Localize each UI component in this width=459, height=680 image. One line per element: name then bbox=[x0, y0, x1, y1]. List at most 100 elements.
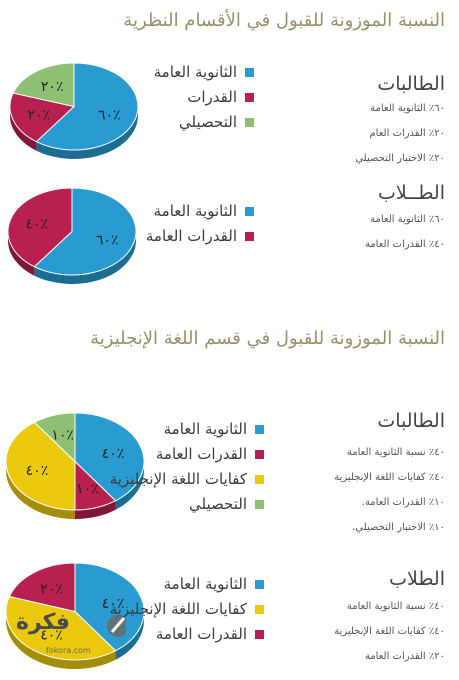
legend-label: القدرات العامة bbox=[155, 625, 247, 643]
pie-slice-label: ٢٠٪ bbox=[40, 582, 63, 598]
legend-item: القدرات العامة bbox=[156, 445, 264, 463]
info-line: ٦٠٪ الثانوية العامة bbox=[370, 103, 445, 114]
legend-item: القدرات العامة bbox=[146, 227, 254, 245]
pie-slice bbox=[7, 187, 73, 268]
info-line: ١٠٪ الاختبار التحصيلي. bbox=[352, 522, 445, 533]
pie-slice-label: ٦٠٪ bbox=[98, 107, 121, 123]
pie-slice bbox=[12, 62, 75, 108]
legend-item: كفايات اللغة الإنجليزية bbox=[110, 600, 264, 618]
pie-slice-label: ٤٠٪ bbox=[102, 446, 125, 462]
pie-slice bbox=[33, 412, 76, 463]
legend-label: الثانوية العامة bbox=[153, 202, 237, 220]
info-line: ٤٠٪ القدرات العامة bbox=[364, 239, 445, 250]
chart-block-3: ٤٠٪ ١٠٪ ٤٠٪ ١٠٪ الثانوية العامة القدرات الع… bbox=[0, 405, 459, 535]
legend-item: التحصيلي bbox=[189, 495, 264, 513]
info-line: ٢٠٪ الاختبار التحصيلي bbox=[355, 153, 445, 164]
pie-chart-1: ٦٠٪ ٢٠٪ ٢٠٪ bbox=[9, 62, 139, 159]
legend-swatch bbox=[245, 117, 254, 127]
legend-swatch bbox=[245, 67, 254, 77]
pie-slice bbox=[33, 187, 137, 276]
legend-label: القدرات العامة bbox=[155, 445, 247, 463]
pie-side bbox=[36, 106, 138, 159]
logo-text: فكرة bbox=[16, 610, 70, 635]
info-heading: الطالبات bbox=[377, 73, 445, 95]
info-line: ٤٠٪ كفايات اللغة الإنجليزية bbox=[334, 472, 445, 483]
info-panel-2: الطــلاب ٦٠٪ الثانوية العامة ٤٠٪ القدرات… bbox=[285, 182, 445, 262]
legend-item: القدرات العامة bbox=[156, 625, 264, 643]
legend-item: الثانوية العامة bbox=[164, 420, 264, 438]
section-title-english: النسبة الموزونة للقبول في قسم اللغة الإن… bbox=[90, 328, 445, 349]
info-line: ٢٠٪ القدرات العام bbox=[369, 128, 445, 139]
legend-item: الثانوية العامة bbox=[154, 202, 254, 220]
info-panel-1: الطالبات ٦٠٪ الثانوية العامة ٢٠٪ القدرات… bbox=[285, 73, 445, 183]
info-line: ١٠٪ القدرات العامة. bbox=[361, 497, 445, 508]
info-heading: الطــلاب bbox=[377, 182, 445, 204]
info-line: ٤٠٪ نسبة الثانوية العامة bbox=[346, 601, 445, 612]
pie-slice bbox=[8, 562, 76, 613]
pie-side bbox=[10, 106, 37, 151]
legend-label: التحصيلي bbox=[179, 113, 237, 131]
legend-label: الثانوية العامة bbox=[163, 575, 247, 593]
legend-swatch bbox=[245, 231, 254, 241]
legend-swatch bbox=[255, 604, 264, 614]
pie-slice bbox=[74, 562, 145, 652]
info-line: ٤٠٪ كفايات اللغة الإنجليزية bbox=[334, 626, 445, 637]
info-panel-3: الطالبات ٤٠٪ نسبة الثانوية العامة ٤٠٪ كف… bbox=[275, 410, 445, 535]
legend-label: القدرات العامة bbox=[145, 227, 237, 245]
legend-swatch bbox=[255, 449, 264, 459]
logo-mark bbox=[107, 615, 126, 637]
info-line: ٦٠٪ الثانوية العامة bbox=[370, 214, 445, 225]
info-line: ٢٠٪ القدرات العامة bbox=[364, 651, 445, 662]
pie-slice-label: ١٠٪ bbox=[76, 481, 99, 497]
legend-swatch bbox=[255, 424, 264, 434]
pie-side bbox=[115, 611, 144, 660]
pie-slice bbox=[5, 595, 117, 661]
legend-2: الثانوية العامة القدرات العامة bbox=[134, 202, 254, 262]
pie-side bbox=[5, 611, 116, 669]
legend-swatch bbox=[245, 92, 254, 102]
pie-slice-label: ٢٠٪ bbox=[41, 79, 64, 95]
pie-slice bbox=[74, 412, 145, 502]
legend-swatch bbox=[255, 474, 264, 484]
pie-side bbox=[8, 231, 35, 276]
pie-slice-label: ٤٠٪ bbox=[40, 627, 63, 643]
pie-slice-label: ٢٠٪ bbox=[27, 107, 50, 123]
legend-swatch bbox=[255, 499, 264, 509]
section-title-theoretical: النسبة الموزونة للقبول في الأقسام النظري… bbox=[123, 10, 445, 31]
pie-side bbox=[115, 461, 144, 510]
legend-swatch bbox=[255, 629, 264, 639]
pie-slice-label: ١٠٪ bbox=[51, 428, 74, 444]
legend-4: الثانوية العامة كفايات اللغة الإنجليزية … bbox=[110, 575, 264, 665]
info-heading: الطلاب bbox=[389, 568, 445, 590]
pie-slice bbox=[5, 421, 76, 511]
pie-chart-4: ٤٠٪ ٤٠٪ ٢٠٪ bbox=[5, 562, 145, 669]
pie-chart-3: ٤٠٪ ١٠٪ ٤٠٪ ١٠٪ bbox=[5, 412, 145, 519]
pie-chart-2: ٦٠٪ ٤٠٪ bbox=[7, 187, 137, 284]
pie-slice-label: ٤٠٪ bbox=[26, 463, 49, 479]
legend-swatch bbox=[255, 579, 264, 589]
legend-label: الثانوية العامة bbox=[153, 63, 237, 81]
pie-slice-label: ٦٠٪ bbox=[96, 232, 119, 248]
legend-label: القدرات bbox=[187, 88, 237, 106]
logo-url: fokora.com bbox=[46, 646, 91, 655]
legend-label: الثانوية العامة bbox=[163, 420, 247, 438]
legend-swatch bbox=[245, 206, 254, 216]
legend-1: الثانوية العامة القدرات التحصيلي bbox=[134, 63, 254, 143]
info-heading: الطالبات bbox=[377, 410, 445, 432]
chart-block-2: ٦٠٪ ٤٠٪ الثانوية العامة القدرات العامة ال… bbox=[0, 180, 459, 300]
site-logo: فكرة fokora.com bbox=[6, 604, 126, 664]
legend-item: الثانوية العامة bbox=[154, 63, 254, 81]
chart-block-1: ٦٠٪ ٢٠٪ ٢٠٪ الثانوية العامة القدرات التحصي… bbox=[0, 55, 459, 175]
pie-side bbox=[6, 461, 75, 519]
pie-slice-label: ٤٠٪ bbox=[102, 596, 125, 612]
pie-slice-label: ٤٠٪ bbox=[25, 217, 48, 233]
legend-item: التحصيلي bbox=[179, 113, 254, 131]
legend-3: الثانوية العامة القدرات العامة كفايات ال… bbox=[110, 420, 264, 530]
pie-slice bbox=[35, 62, 139, 151]
chart-block-4: ٤٠٪ ٤٠٪ ٢٠٪ الثانوية العامة كفايات اللغة ا… bbox=[0, 555, 459, 669]
legend-label: كفايات اللغة الإنجليزية bbox=[109, 600, 247, 618]
info-panel-4: الطلاب ٤٠٪ نسبة الثانوية العامة ٤٠٪ كفاي… bbox=[275, 568, 445, 668]
legend-label: التحصيلي bbox=[189, 495, 247, 513]
legend-item: الثانوية العامة bbox=[164, 575, 264, 593]
pie-side bbox=[34, 231, 136, 284]
